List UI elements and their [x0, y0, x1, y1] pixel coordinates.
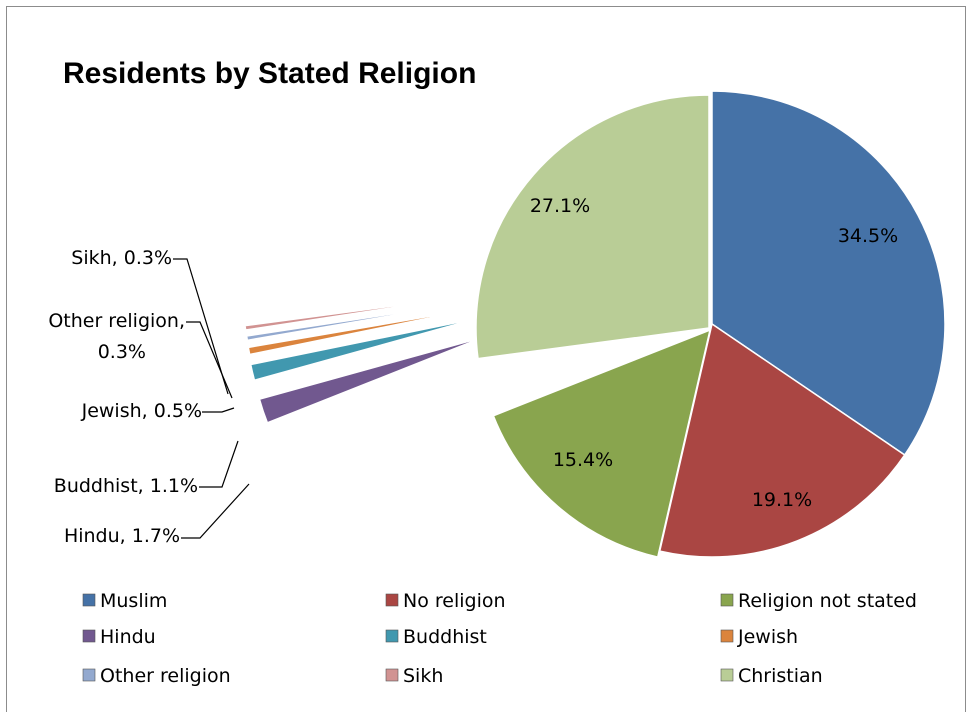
legend-item-jewish: Jewish — [720, 626, 798, 648]
legend-label-sikh: Sikh — [403, 665, 443, 687]
leader-line-jewish — [202, 407, 235, 413]
legend: Muslim No religion Religion not stated Hind… — [82, 590, 917, 687]
slice-jewish — [247, 307, 479, 356]
legend-swatch-hindu — [82, 629, 96, 643]
slice-no-religion — [658, 322, 906, 558]
legend-swatch-religion-not-stated — [720, 593, 734, 607]
legend-swatch-christian — [720, 668, 734, 682]
data-label-religion-not-stated: 15.4% — [553, 449, 613, 471]
legend-item-hindu: Hindu — [82, 626, 156, 648]
data-label-jewish: Jewish, 0.5% — [81, 400, 202, 422]
data-label-muslim: 34.5% — [838, 225, 898, 247]
legend-item-no-religion: No religion — [385, 590, 506, 612]
data-label-christian: 27.1% — [530, 195, 590, 217]
legend-label-christian: Christian — [738, 665, 823, 687]
leader-lines — [173, 258, 250, 539]
slice-muslim — [711, 90, 946, 457]
legend-item-muslim: Muslim — [82, 590, 167, 612]
data-labels: 34.5% 19.1% 15.4% Hindu, 1.7% Buddhist, 1.1%… — [48, 195, 898, 547]
slice-buddhist — [249, 317, 480, 382]
legend-label-muslim: Muslim — [100, 590, 167, 612]
slice-sikh — [244, 294, 477, 331]
legend-label-buddhist: Buddhist — [403, 626, 487, 648]
data-label-hindu: Hindu, 1.7% — [64, 525, 180, 547]
slice-hindu — [258, 336, 485, 424]
legend-label-hindu: Hindu — [100, 626, 156, 648]
legend-swatch-other-religion — [82, 668, 96, 682]
slice-christian — [475, 94, 710, 360]
slice-other-religion — [245, 300, 478, 342]
chart-frame — [6, 6, 966, 712]
leader-line-sikh — [173, 258, 229, 395]
legend-swatch-jewish — [720, 629, 734, 643]
legend-label-jewish: Jewish — [737, 626, 798, 648]
leader-line-hindu — [181, 483, 250, 539]
slice-religion-not-stated — [492, 328, 712, 558]
legend-swatch-sikh — [385, 668, 399, 682]
data-label-sikh: Sikh, 0.3% — [71, 247, 172, 269]
legend-label-other-religion: Other religion — [100, 665, 231, 687]
leader-line-buddhist — [199, 440, 239, 488]
legend-item-christian: Christian — [720, 665, 823, 687]
legend-swatch-no-religion — [385, 593, 399, 607]
legend-item-sikh: Sikh — [385, 665, 443, 687]
data-label-no-religion: 19.1% — [752, 489, 812, 511]
legend-item-religion-not-stated: Religion not stated — [720, 590, 917, 612]
legend-label-no-religion: No religion — [403, 590, 506, 612]
pie-slices — [244, 90, 946, 558]
legend-swatch-muslim — [82, 593, 96, 607]
data-label-buddhist: Buddhist, 1.1% — [54, 475, 198, 497]
legend-item-buddhist: Buddhist — [385, 626, 487, 648]
chart-title: Residents by Stated Religion — [63, 57, 476, 90]
data-label-other-religion: Other religion, 0.3% — [48, 310, 185, 363]
legend-swatch-buddhist — [385, 629, 399, 643]
legend-item-other-religion: Other religion — [82, 665, 231, 687]
legend-label-religion-not-stated: Religion not stated — [738, 590, 917, 612]
